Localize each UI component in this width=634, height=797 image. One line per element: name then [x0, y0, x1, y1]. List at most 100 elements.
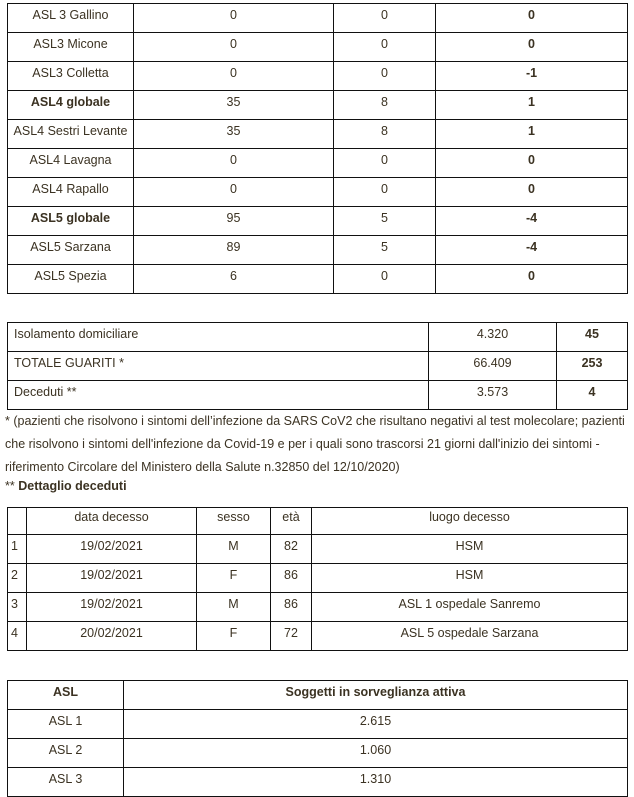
- age-cell: 86: [270, 563, 312, 593]
- asl-name: ASL4 globale: [7, 90, 134, 120]
- delta-cell: -4: [435, 235, 628, 265]
- table-row: ASL4 Sestri Levante 35 8 1: [7, 119, 628, 149]
- asl-cell: ASL 1: [7, 709, 124, 739]
- age-cell: 86: [270, 592, 312, 622]
- value-cell: 0: [333, 3, 436, 33]
- footnote-recovered: * (pazienti che risolvono i sintomi dell…: [5, 414, 625, 474]
- value-cell: 0: [333, 148, 436, 178]
- value-cell: 8: [333, 90, 436, 120]
- table-row: Deceduti ** 3.573 4: [7, 380, 628, 410]
- age-cell: 72: [270, 621, 312, 651]
- asl-name: ASL5 Spezia: [7, 264, 134, 294]
- delta-cell: 0: [435, 3, 628, 33]
- delta-value: 253: [556, 351, 628, 381]
- value-cell: 95: [133, 206, 334, 236]
- value-cell: 5: [333, 235, 436, 265]
- place-cell: ASL 5 ospedale Sarzana: [311, 621, 628, 651]
- count-cell: 1.060: [123, 738, 628, 768]
- delta-value: 4: [556, 380, 628, 410]
- table-row: 4 20/02/2021 F 72 ASL 5 ospedale Sarzana: [7, 621, 628, 651]
- value-cell: 0: [133, 177, 334, 207]
- table-row: ASL3 Colletta 0 0 -1: [7, 61, 628, 91]
- date-cell: 19/02/2021: [26, 534, 197, 564]
- table-row: ASL4 Lavagna 0 0 0: [7, 148, 628, 178]
- header-surveillance: Soggetti in sorveglianza attiva: [123, 680, 628, 710]
- age-cell: 82: [270, 534, 312, 564]
- place-cell: ASL 1 ospedale Sanremo: [311, 592, 628, 622]
- table-row: ASL5 Sarzana 89 5 -4: [7, 235, 628, 265]
- value-cell: 8: [333, 119, 436, 149]
- asl-name: ASL3 Micone: [7, 32, 134, 62]
- surveillance-table: ASL Soggetti in sorveglianza attiva ASL …: [7, 680, 628, 797]
- date-cell: 19/02/2021: [26, 563, 197, 593]
- value-cell: 5: [333, 206, 436, 236]
- total-value: 4.320: [428, 322, 557, 352]
- asl-name: ASL4 Sestri Levante: [7, 119, 134, 149]
- total-value: 66.409: [428, 351, 557, 381]
- deaths-heading-title: Dettaglio deceduti: [18, 479, 127, 493]
- count-cell: 1.310: [123, 767, 628, 797]
- table-row: ASL 1 2.615: [7, 709, 628, 739]
- total-value: 3.573: [428, 380, 557, 410]
- value-cell: 0: [333, 32, 436, 62]
- asl-name: ASL4 Lavagna: [7, 148, 134, 178]
- place-cell: HSM: [311, 563, 628, 593]
- sex-cell: M: [196, 592, 271, 622]
- value-cell: 6: [133, 264, 334, 294]
- delta-cell: 0: [435, 264, 628, 294]
- asl-name: ASL 3 Gallino: [7, 3, 134, 33]
- index-cell: 1: [7, 534, 27, 564]
- sex-cell: M: [196, 534, 271, 564]
- header-index: [7, 507, 27, 535]
- table-header-row: ASL Soggetti in sorveglianza attiva: [7, 680, 628, 710]
- place-cell: HSM: [311, 534, 628, 564]
- table-row: ASL5 globale 95 5 -4: [7, 206, 628, 236]
- table-row: 2 19/02/2021 F 86 HSM: [7, 563, 628, 593]
- asl-name: ASL3 Colletta: [7, 61, 134, 91]
- asl-hospital-table: ASL 3 Gallino 0 0 0 ASL3 Micone 0 0 0 ASL3 Colle…: [7, 3, 628, 294]
- table-row: 3 19/02/2021 M 86 ASL 1 ospedale Sanremo: [7, 592, 628, 622]
- table-row: Isolamento domiciliare 4.320 45: [7, 322, 628, 352]
- table-row: ASL5 Spezia 6 0 0: [7, 264, 628, 294]
- value-cell: 0: [333, 61, 436, 91]
- index-cell: 3: [7, 592, 27, 622]
- delta-cell: 1: [435, 90, 628, 120]
- table-row: ASL 3 1.310: [7, 767, 628, 797]
- index-cell: 2: [7, 563, 27, 593]
- sex-cell: F: [196, 563, 271, 593]
- total-label: TOTALE GUARITI *: [7, 351, 429, 381]
- value-cell: 0: [133, 148, 334, 178]
- delta-cell: 0: [435, 177, 628, 207]
- delta-cell: -1: [435, 61, 628, 91]
- header-age: età: [270, 507, 312, 535]
- table-row: TOTALE GUARITI * 66.409 253: [7, 351, 628, 381]
- value-cell: 35: [133, 90, 334, 120]
- index-cell: 4: [7, 621, 27, 651]
- value-cell: 89: [133, 235, 334, 265]
- table-row: ASL 3 Gallino 0 0 0: [7, 3, 628, 33]
- value-cell: 0: [133, 61, 334, 91]
- date-cell: 20/02/2021: [26, 621, 197, 651]
- asl-cell: ASL 2: [7, 738, 124, 768]
- asl-name: ASL5 globale: [7, 206, 134, 236]
- total-label: Isolamento domiciliare: [7, 322, 429, 352]
- asl-name: ASL4 Rapallo: [7, 177, 134, 207]
- delta-value: 45: [556, 322, 628, 352]
- table-header-row: data decesso sesso età luogo decesso: [7, 507, 628, 535]
- value-cell: 0: [333, 264, 436, 294]
- value-cell: 0: [133, 3, 334, 33]
- table-row: ASL3 Micone 0 0 0: [7, 32, 628, 62]
- table-row: ASL4 globale 35 8 1: [7, 90, 628, 120]
- delta-cell: 0: [435, 148, 628, 178]
- sex-cell: F: [196, 621, 271, 651]
- date-cell: 19/02/2021: [26, 592, 197, 622]
- value-cell: 0: [333, 177, 436, 207]
- count-cell: 2.615: [123, 709, 628, 739]
- header-date: data decesso: [26, 507, 197, 535]
- table-row: ASL 2 1.060: [7, 738, 628, 768]
- header-asl: ASL: [7, 680, 124, 710]
- totals-table: Isolamento domiciliare 4.320 45 TOTALE GUAR…: [7, 322, 628, 410]
- table-row: ASL4 Rapallo 0 0 0: [7, 177, 628, 207]
- table-row: 1 19/02/2021 M 82 HSM: [7, 534, 628, 564]
- asl-name: ASL5 Sarzana: [7, 235, 134, 265]
